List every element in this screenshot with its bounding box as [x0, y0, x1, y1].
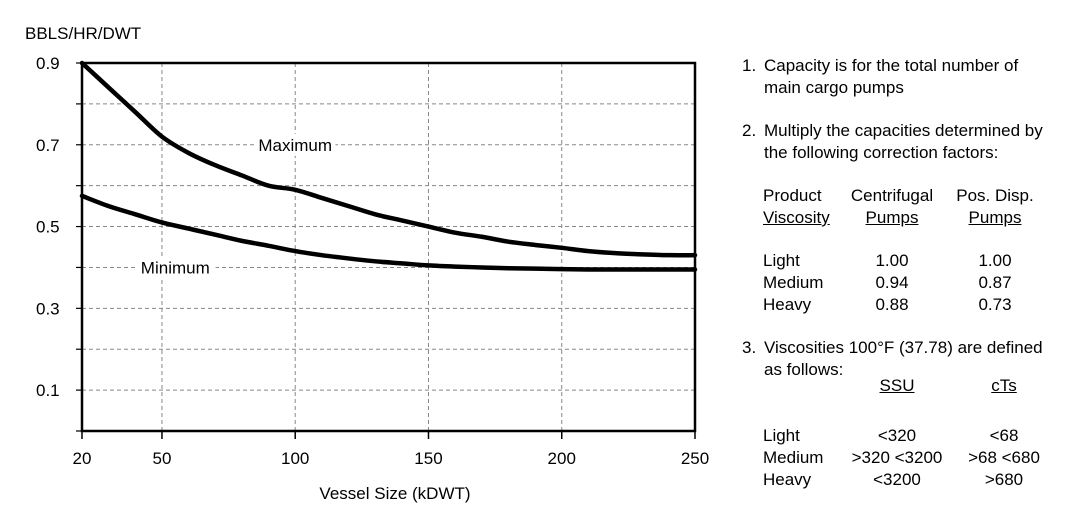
table-row: Medium 0.94 0.87 [763, 272, 1063, 294]
table-cell: Light [763, 251, 800, 270]
header-cell: Pos. Disp. [956, 186, 1034, 205]
note-3: 3. Viscosities 100°F (37.78) are defined… [742, 337, 1064, 381]
table-cell: >320 <3200 [851, 448, 943, 467]
table-cell: >68 <680 [968, 448, 1040, 467]
table-cell: Heavy [763, 295, 812, 314]
x-tick-label: 50 [152, 449, 171, 468]
note-1: 1. Capacity is for the total number of m… [742, 55, 1054, 99]
table-row: Light <320 <68 [763, 425, 1063, 447]
table-cell: <3200 [873, 470, 921, 489]
table-cell: Light [763, 426, 800, 445]
note-3-text: Viscosities 100°F (37.78) are defined as… [764, 338, 1043, 379]
series-label-minimum: Minimum [141, 258, 210, 277]
series-lines [79, 60, 698, 272]
viscosity-table-body: Light <320 <68 Medium >320 <3200 >68 <68… [763, 425, 1063, 491]
table-cell: 1.00 [978, 251, 1012, 270]
table-row: Light 1.00 1.00 [763, 250, 1063, 272]
table-cell: <68 [989, 426, 1019, 445]
x-tick-label: 200 [548, 449, 576, 468]
table-row: Heavy <3200 >680 [763, 469, 1063, 491]
table-row: Heavy 0.88 0.73 [763, 294, 1063, 316]
table-cell: 0.94 [875, 273, 909, 292]
series-label-maximum: Maximum [258, 136, 332, 155]
y-tick-label: 0.1 [36, 381, 60, 400]
table-cell: >680 [984, 470, 1024, 489]
header-cell: Product [763, 186, 822, 205]
x-tick-labels: 20 50 100 150 200 250 [73, 431, 709, 468]
note-2-number: 2. [742, 121, 757, 140]
note-2-text: Multiply the capacities determined by th… [764, 121, 1043, 162]
note-1-number: 1. [742, 56, 757, 75]
y-axis-label: BBLS/HR/DWT [25, 24, 141, 43]
x-tick-label: 250 [681, 449, 709, 468]
y-tick-labels: 0.1 0.3 0.5 0.7 0.9 [36, 54, 82, 432]
series-line-minimum [79, 193, 698, 272]
capacity-chart: BBLS/HR/DWT Maximum Minimum 20 50 100 150 200… [25, 24, 709, 503]
table-cell: <320 [877, 426, 917, 445]
y-tick-label: 0.7 [36, 136, 60, 155]
y-tick-label: 0.3 [36, 299, 60, 318]
table-cell: Medium [763, 273, 824, 292]
table-cell: Heavy [763, 470, 812, 489]
table-cell: 0.88 [875, 295, 909, 314]
note-1-text: Capacity is for the total number of main… [764, 56, 1019, 97]
x-tick-label: 100 [281, 449, 309, 468]
series-line-maximum [79, 60, 698, 258]
table-cell: 1.00 [875, 251, 909, 270]
header-cell: Pumps [865, 208, 919, 227]
x-tick-label: 150 [414, 449, 442, 468]
table-cell: 0.87 [978, 273, 1012, 292]
table-row: Medium >320 <3200 >68 <680 [763, 447, 1063, 469]
series-labels: Maximum Minimum [134, 133, 336, 279]
note-3-number: 3. [742, 338, 757, 357]
x-axis-label: Vessel Size (kDWT) [319, 484, 470, 503]
header-cell: SSU [879, 376, 915, 395]
header-cell: Viscosity [763, 208, 830, 227]
y-tick-label: 0.9 [36, 54, 60, 73]
table-cell: Medium [763, 448, 824, 467]
correction-table-body: Light 1.00 1.00 Medium 0.94 0.87 Heavy 0… [763, 250, 1063, 316]
table-cell: 0.73 [978, 295, 1012, 314]
x-tick-label: 20 [73, 449, 92, 468]
header-cell: cTs [991, 376, 1017, 395]
note-2: 2. Multiply the capacities determined by… [742, 120, 1064, 164]
plot-frame [80, 61, 697, 433]
grid-lines [82, 63, 695, 431]
header-cell: Centrifugal [850, 186, 934, 205]
y-tick-label: 0.5 [36, 218, 60, 237]
series-label-bg [254, 133, 336, 156]
viscosity-table-header: SSU cTs [763, 375, 1063, 397]
series-label-bg [134, 256, 216, 279]
header-cell: Pumps [968, 208, 1022, 227]
correction-table-header: Product Centrifugal Pos. Disp. Viscosity… [763, 185, 1063, 229]
